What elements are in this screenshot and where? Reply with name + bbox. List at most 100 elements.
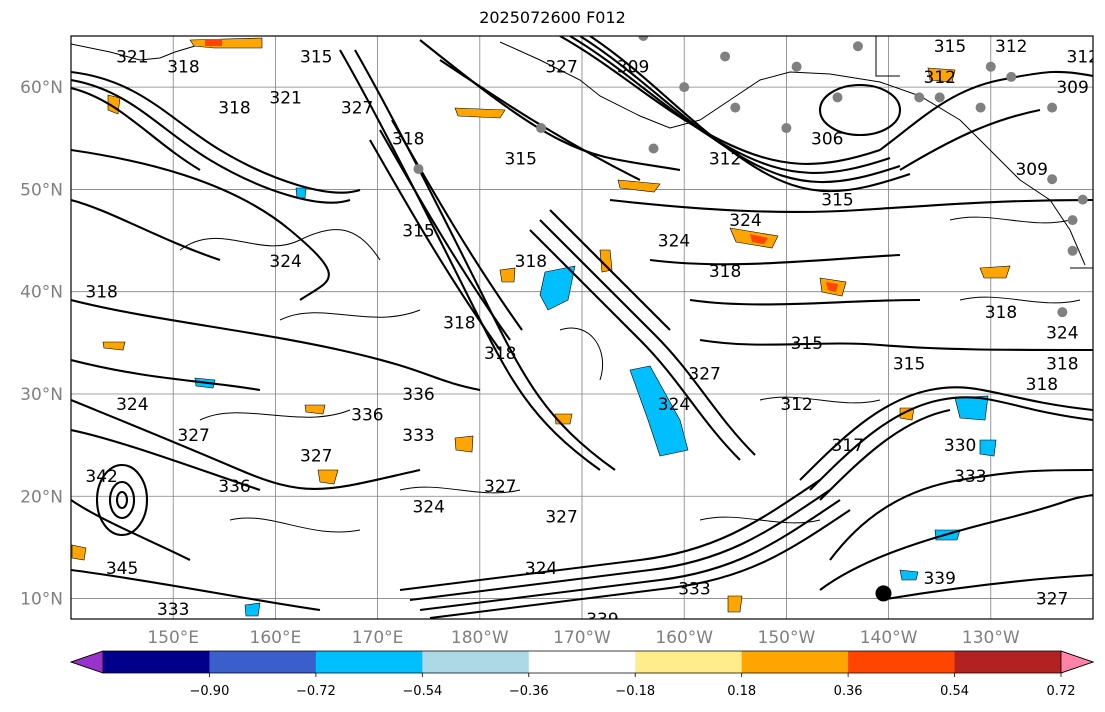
colorbar-tick-label: 0.18 (727, 684, 756, 699)
colorbar-segment (315, 651, 423, 673)
contour-label: 312 (1067, 47, 1099, 67)
contour-label: 333 (402, 426, 434, 446)
contour-label: 333 (678, 579, 710, 599)
latitude-labels: 60°N 50°N 40°N 30°N 20°N 10°N (20, 78, 63, 609)
station-point (914, 92, 925, 103)
station-point (1006, 71, 1017, 82)
contour-label: 336 (218, 477, 250, 497)
longitude-labels: 150°E 160°E 170°E 180°W 170°W 160°W 150°W 140°W… (147, 628, 1020, 648)
station-point (852, 41, 863, 52)
station-point (638, 36, 649, 41)
station-point (781, 123, 792, 134)
station-point (720, 51, 731, 62)
contour-label: 312 (995, 37, 1027, 57)
contour-label: 324 (269, 252, 301, 272)
lon-label: 150°W (758, 628, 816, 648)
colorbar-segment (528, 651, 636, 673)
contour-label: 327 (545, 508, 577, 528)
map-frame (70, 35, 1094, 620)
lon-label: 180°W (451, 628, 509, 648)
contour-label: 309 (1015, 160, 1047, 180)
contour-label: 324 (658, 395, 690, 415)
contour-label: 336 (96, 630, 128, 650)
colorbar-tick-label: 0.72 (1047, 684, 1076, 699)
contour-labels: 321 318 315 321 318 327 318 315 327 309 312 306 315 3… (85, 37, 1099, 650)
contour-label: 318 (1046, 354, 1078, 374)
station-point (1057, 307, 1068, 318)
contour-label: 315 (821, 191, 853, 211)
coastlines (71, 36, 1093, 269)
contour-label: 318 (484, 344, 516, 364)
colorbar-tick-label: 0.54 (940, 684, 969, 699)
alaska-coast (499, 41, 1086, 266)
contour-label: 327 (484, 477, 516, 497)
contour-label: 309 (617, 58, 649, 78)
contour-label: 327 (1036, 590, 1068, 610)
contour-label: 321 (269, 88, 301, 108)
contour-label: 315 (402, 221, 434, 241)
contour-label: 327 (688, 365, 720, 385)
lat-label: 20°N (20, 487, 63, 507)
yukon-border (875, 36, 900, 77)
station-point (832, 92, 843, 103)
contour-label: 318 (85, 283, 117, 303)
station-point (536, 123, 547, 134)
colorbar-segment (954, 651, 1062, 673)
station-point (1047, 174, 1058, 185)
colorbar: −0.90 −0.72 −0.54 −0.36 −0.18 0.18 0.36 0.54 0.7… (69, 650, 1095, 699)
station-point (730, 102, 741, 113)
contour-label: 327 (177, 426, 209, 446)
contour-label: 321 (116, 47, 148, 67)
contour-label: 318 (443, 313, 475, 333)
lon-label: 160°E (250, 628, 302, 648)
contour-label: 315 (791, 334, 823, 354)
lon-label: 150°E (147, 628, 199, 648)
colorbar-tick-label: −0.90 (190, 684, 230, 699)
colorbar-tick-label: −0.18 (615, 684, 655, 699)
contour-label: 318 (985, 303, 1017, 323)
station-point (413, 163, 424, 174)
colorbar-segment (209, 651, 317, 673)
contour-label: 345 (106, 559, 138, 579)
station-point (1077, 194, 1088, 205)
kamchatka-coast (71, 43, 196, 61)
contour-label: 324 (412, 497, 444, 517)
contour-label: 315 (300, 47, 332, 67)
contour-label: 330 (944, 436, 976, 456)
contour-label: 312 (923, 68, 955, 88)
lat-label: 40°N (20, 283, 63, 303)
lat-label: 30°N (20, 385, 63, 405)
colorbar-extend-high (1060, 650, 1095, 674)
colorbar-tick-label: −0.36 (509, 684, 549, 699)
contour-label: 315 (893, 354, 925, 374)
contour-label: 312 (780, 395, 812, 415)
center-marker (875, 585, 892, 602)
contour-label: 312 (709, 150, 741, 170)
colorbar-segment (848, 651, 956, 673)
contour-label: 327 (545, 58, 577, 78)
contour-label: 317 (831, 436, 863, 456)
contour-label: 324 (525, 559, 557, 579)
contour-label: 327 (341, 99, 373, 119)
station-point (791, 61, 802, 72)
chart-title: 2025072600 F012 (479, 8, 626, 27)
contour-label: 336 (351, 405, 383, 425)
contour-label: 345 (1015, 620, 1047, 640)
lon-label: 130°W (962, 628, 1020, 648)
lat-label: 60°N (20, 78, 63, 98)
station-point (975, 102, 986, 113)
contour-label: 318 (392, 129, 424, 149)
contour-label: 339 (923, 569, 955, 589)
lat-label: 50°N (20, 180, 63, 200)
station-point (1047, 102, 1058, 113)
station-point (1067, 215, 1078, 226)
contour-label: 324 (658, 232, 690, 252)
colorbar-segment (635, 651, 743, 673)
station-points (413, 36, 1088, 318)
station-point (1067, 245, 1078, 256)
contour-label: 318 (515, 252, 547, 272)
lon-label: 140°W (860, 628, 918, 648)
contour-label: 309 (1056, 78, 1088, 98)
theta-contours (71, 36, 1093, 619)
